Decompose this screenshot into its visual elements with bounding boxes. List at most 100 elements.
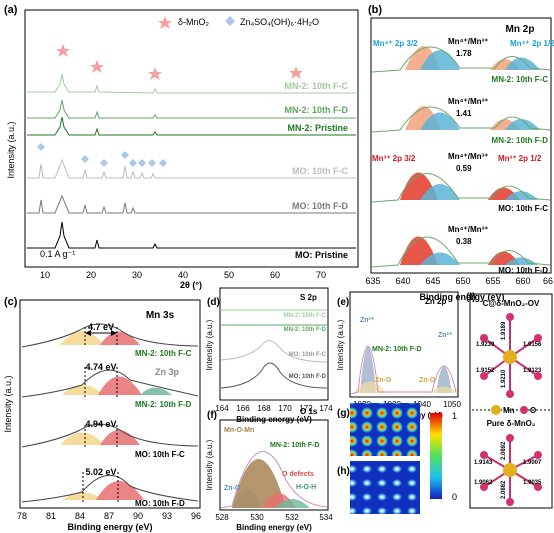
trace-label: MO: 10th F-D	[289, 374, 327, 380]
mn2p-spectrum	[371, 46, 551, 73]
tick-label: 60	[270, 270, 280, 280]
o-legend-icon	[520, 406, 528, 414]
top-atoms	[480, 313, 542, 398]
tick-label: 90	[133, 511, 143, 521]
bond-length: 1.9035	[523, 480, 542, 486]
panel-a-xticks: 10 20 30 40 50 60 70	[40, 270, 326, 280]
zn2-label: Zn²⁺	[438, 332, 453, 339]
zn2-label: Zn²⁺	[360, 317, 375, 324]
panel-d-xticks: 164 166 168 170 172 174	[215, 404, 333, 413]
top-structure-title: C@δ-MnO₂-OV	[483, 299, 540, 308]
tick-label: 20	[86, 270, 96, 280]
diamond-icon	[121, 151, 129, 159]
trace-label: MO: 10th F-D	[292, 201, 348, 211]
tick-label: 70	[316, 270, 326, 280]
spectrum-sample: MO: 10th F-D	[498, 266, 548, 275]
trace-label: MN-2: 10th F-D	[285, 105, 349, 115]
zn3p-label: Zn 3p	[155, 367, 180, 377]
mn4-32-label: Mn⁴⁺ 2p 3/2	[373, 39, 418, 48]
bottom-bond-labels: 2.0892 1.9143 1.9007 1.9062 1.9035 2.088…	[474, 441, 542, 499]
tick-label: 1050	[443, 400, 461, 409]
diamond-icon	[138, 159, 146, 167]
trace-mo-fd	[27, 194, 356, 214]
ratio-value: 0.38	[456, 237, 472, 246]
panel-e-frame	[349, 291, 459, 398]
diamond-icon	[100, 159, 108, 167]
atom-legend: Mn O	[472, 405, 550, 415]
panel-d-ylabel: Intensity (a.u.)	[205, 319, 214, 370]
mnomn-label: Mn-O-Mn	[224, 427, 254, 434]
trace-label: MN-2: Pristine	[287, 123, 348, 133]
tick-label: 50	[224, 270, 234, 280]
tick-label: 172	[299, 404, 313, 413]
ratio-label: Mn⁴⁺/Mn³⁺	[448, 97, 488, 106]
spectrum-sample: MN-2: 10th F-D	[372, 346, 421, 353]
legend-mn: Mn	[503, 406, 515, 415]
legend-o: O	[530, 406, 536, 415]
splitting-value: 5.02 eV	[85, 467, 116, 477]
diamond-icon	[225, 16, 235, 26]
panel-f: (f) Intensity (a.u.) O 1s Binding energy…	[205, 407, 333, 532]
o-atom	[480, 483, 488, 491]
legend-zso: Zn₄SO₄(OH)₆·4H₂O	[240, 17, 319, 27]
hoh-label: H-O-H	[296, 484, 316, 491]
mn3s-spectrum	[21, 472, 199, 503]
spectrum-sample: MN-2: 10th F-C	[492, 75, 549, 84]
tick-label: 78	[17, 511, 27, 521]
star-icon	[158, 16, 172, 29]
o-atom	[534, 334, 542, 342]
star-icon	[148, 67, 162, 80]
zn2p-spectrum	[350, 345, 458, 395]
bond-length: 1.9189	[501, 321, 507, 340]
panel-c: (c) Intensity (a.u.) Mn 3s Binding energ…	[3, 296, 201, 532]
panel-e-title: Zn 2p	[425, 297, 446, 306]
panel-b-xticks: 635 640 645 650 655 660 66	[365, 276, 553, 286]
mn-atom	[503, 350, 517, 364]
panel-e: (e) Intensity (a.u.) Zn 2p Binding energ…	[336, 291, 461, 420]
tick-label: 645	[425, 276, 440, 286]
trace-mo-fc	[27, 158, 356, 179]
star-icon	[289, 66, 303, 79]
diamond-icon	[159, 159, 167, 167]
splitting-value: 4.94 eV	[85, 419, 116, 429]
spectrum-sample: MN-2: 10th F-C	[135, 349, 192, 358]
spectrum-sample: MN-2: 10th F-D	[492, 136, 549, 145]
spectrum-sample: MO: 10th F-C	[498, 204, 548, 213]
mn3-32-label: Mn³⁺ 2p 3/2	[372, 154, 416, 163]
panel-d-frame	[219, 287, 329, 401]
tick-label: 164	[215, 404, 229, 413]
trace-label: MO: 10th F-C	[292, 166, 348, 176]
spectrum-sample: MN-2: 10th F-D	[135, 400, 192, 409]
mno2-peak-markers	[56, 44, 303, 80]
tick-label: 81	[46, 511, 56, 521]
tick-label: 660	[515, 276, 530, 286]
odef-label: O defects	[282, 471, 314, 478]
panel-b-label: (b)	[368, 4, 382, 16]
mn3s-spectrum	[21, 367, 199, 398]
panel-a-label: (a)	[4, 4, 18, 16]
tick-label: 96	[191, 511, 201, 521]
bond-length: 2.0892	[501, 441, 507, 460]
bond-length: 1.9123	[523, 368, 542, 374]
panel-b-xlabel: Binding energy (eV)	[419, 292, 504, 302]
zno-label: Zn-O	[419, 377, 436, 384]
panel-e-label: (e)	[337, 297, 349, 308]
trace-mn2-fc	[27, 73, 356, 94]
charge-density-map-g	[350, 403, 420, 456]
panel-a: (a) Intensity (a.u.) 2θ (°) 10 20 30 40 …	[4, 4, 359, 290]
panel-a-ylabel: Intensity (a.u.)	[6, 121, 16, 178]
panel-i: (i) C@δ-MnO₂-OV 1.9239 1.9156 1.9152 1.9…	[466, 292, 553, 509]
panel-a-xlabel: 2θ (°)	[180, 280, 202, 290]
tick-label: 30	[132, 270, 142, 280]
o-atom	[534, 483, 542, 491]
current-density-label: 0.1 A g⁻¹	[40, 249, 75, 259]
tick-label: 40	[178, 270, 188, 280]
panel-i-frame	[469, 293, 553, 509]
panel-a-frame	[24, 9, 359, 268]
panel-f-xticks: 528 530 532 534	[215, 513, 333, 522]
diamond-icon	[37, 143, 45, 151]
spectrum-sample: MO: 10th F-C	[135, 450, 185, 459]
s2p-trace-labels: MN-2: 10th F-C MN-2: 10th F-D MO: 10th F…	[284, 313, 327, 380]
panel-b-frame	[370, 17, 552, 274]
o-atom	[534, 372, 542, 380]
